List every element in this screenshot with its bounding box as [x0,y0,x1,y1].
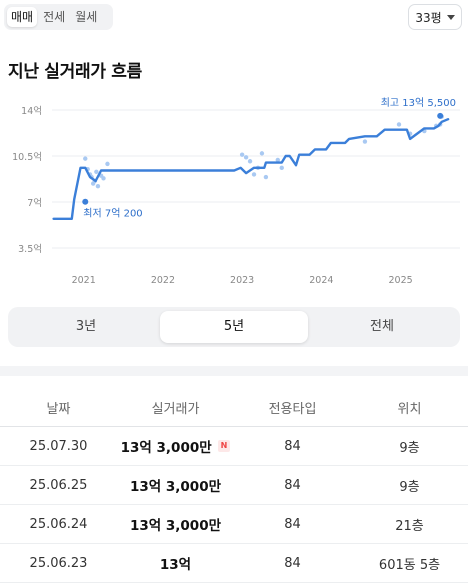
table-row[interactable]: 25.06.23 13억 84 601동 5층 [0,544,468,583]
row-date: 25.06.23 [29,555,88,571]
header-price: 실거래가 [151,401,200,417]
trade-point [101,176,106,181]
header-date: 날짜 [46,401,71,417]
min-marker [82,198,89,205]
row-type: 84 [284,438,301,454]
price-trend-line [52,118,450,220]
row-type: 84 [284,555,301,571]
trade-point [251,172,257,177]
deal-type-jeonse[interactable]: 전세 [43,10,66,24]
trade-point [105,161,110,167]
trade-point [83,156,88,161]
new-badge: N [217,440,231,452]
caret-down-icon [446,14,455,20]
trade-point [396,122,402,127]
trade-point [239,152,245,157]
table-row[interactable]: 25.06.24 13억 3,000만 84 21층 [0,505,468,544]
x-tick-label: 2022 [151,275,175,286]
row-location: 9층 [399,479,420,495]
row-date: 25.06.24 [29,516,88,532]
y-tick-label: 3.5억 [18,243,42,255]
trade-point [247,159,253,164]
section-divider [0,366,468,376]
min-annotation: 최저 7억 200 [83,208,142,220]
deal-type-monthly[interactable]: 월세 [75,10,98,24]
period-5y[interactable]: 5년 [160,311,308,343]
max-marker [437,112,444,119]
period-3y[interactable]: 3년 [75,319,97,334]
size-selector-label: 33평 [415,10,442,25]
row-location: 9층 [399,440,420,456]
trade-point [279,165,284,171]
size-selector[interactable]: 33평 [408,4,462,30]
row-price: 13억 3,000만 [120,440,212,456]
trade-point [243,155,249,160]
row-price-cell: 13억 3,000만 N [117,436,234,456]
row-price-cell: 13억 3,000만 [117,475,234,495]
x-tick-label: 2021 [72,275,96,286]
price-trend-chart: 14억 10.5억 7억 3.5억 2021 2022 2023 2024 2025 최고 1… [12,97,460,286]
deal-type-toggle: 매매 전세 월세 [4,4,113,30]
row-price: 13억 3,000만 [129,518,222,534]
row-location: 21층 [395,518,424,534]
table-row[interactable]: 25.06.25 13억 3,000만 84 9층 [0,466,468,505]
deal-type-sale[interactable]: 매매 [7,7,38,27]
period-all[interactable]: 전체 [370,319,394,334]
x-tick-label: 2024 [309,275,333,286]
header-type: 전용타입 [268,401,317,417]
trade-point [95,184,101,189]
transaction-table: 날짜 실거래가 전용타입 위치 25.07.30 13억 3,000만 N 84… [0,388,468,583]
row-price-cell: 13억 [117,553,234,573]
trade-point [275,157,280,163]
table-row[interactable]: 25.07.30 13억 3,000만 N 84 9층 [0,427,468,466]
trade-point [94,169,99,174]
period-toggle: 3년 5년 전체 [8,307,460,347]
row-date: 25.06.25 [29,477,88,493]
x-tick-label: 2025 [388,275,412,286]
section-title: 지난 실거래가 흐름 [8,62,142,82]
row-price: 13억 3,000만 [129,479,222,495]
trade-point [263,174,269,180]
trade-point [259,151,265,156]
row-date: 25.07.30 [29,438,88,454]
trade-point [362,139,368,144]
row-price-cell: 13억 3,000만 [117,514,234,534]
table-header: 날짜 실거래가 전용타입 위치 [0,388,468,427]
y-tick-label: 14억 [21,105,42,117]
y-tick-label: 7억 [27,197,42,209]
header-location: 위치 [397,401,422,417]
row-type: 84 [284,477,301,493]
row-location: 601동 5층 [378,557,441,573]
y-tick-label: 10.5억 [12,151,42,163]
x-tick-label: 2023 [230,275,254,286]
row-type: 84 [284,516,301,532]
row-price: 13억 [159,557,192,573]
max-annotation: 최고 13억 5,500 [381,97,456,109]
